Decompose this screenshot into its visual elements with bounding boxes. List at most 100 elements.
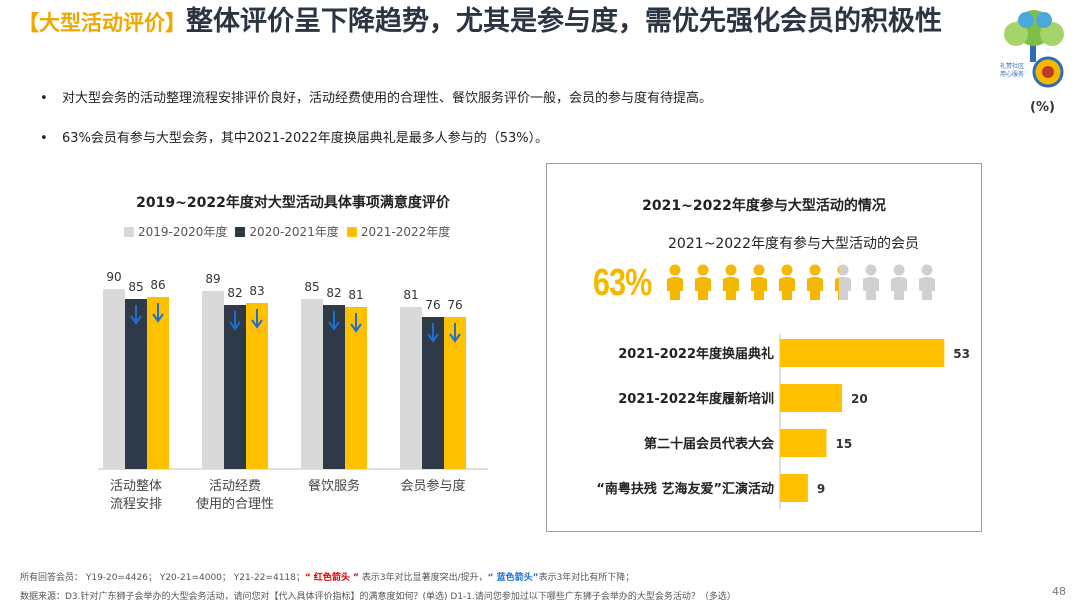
bar-value-label: 82 bbox=[227, 286, 242, 300]
down-arrow-icon bbox=[251, 309, 263, 329]
category-label: 2021-2022年度履新培训 bbox=[618, 391, 774, 407]
bar bbox=[323, 305, 345, 469]
bar bbox=[125, 299, 147, 469]
page-title: 【大型活动评价】整体评价呈下降趋势，尤其是参与度，需优先强化会员的积极性 bbox=[18, 6, 988, 38]
horizontal-bar-chart-svg: 2021-2022年度换届典礼 53 2021-2022年度履新培训 20 第二十届会员… bbox=[596, 334, 970, 509]
satisfaction-chart: 2019~2022年度对大型活动具体事项满意度评价 2019-2020年度 20… bbox=[98, 186, 488, 516]
chart-legend: 2019-2020年度 2020-2021年度 2021-2022年度 bbox=[124, 223, 450, 240]
red-arrow-label: “ 红色箭头 ” bbox=[304, 573, 359, 583]
panel-subtitle: 2021~2022年度有参与大型活动的会员 bbox=[668, 236, 919, 252]
bar-value-label: 81 bbox=[403, 288, 418, 302]
person-icon bbox=[751, 264, 767, 300]
bullet-item: • 对大型会务的活动整理流程安排评价良好，活动经费使用的合理性、餐饮服务评价一般，… bbox=[40, 91, 713, 106]
person-icon bbox=[779, 264, 795, 300]
bar-value-label: 85 bbox=[304, 280, 319, 294]
footer-suffix: 表示3年对比有所下降； bbox=[538, 573, 635, 583]
down-arrow-icon bbox=[229, 311, 241, 331]
bar-value-label: 20 bbox=[851, 392, 868, 406]
person-icon bbox=[807, 264, 823, 300]
category-label: 活动整体 bbox=[110, 479, 162, 494]
down-arrow-icon bbox=[152, 303, 164, 323]
chart-title: 2019~2022年度对大型活动具体事项满意度评价 bbox=[136, 195, 450, 211]
bar-value-label: 76 bbox=[425, 298, 440, 312]
category-label: 流程安排 bbox=[110, 497, 162, 512]
category-label: “南粤扶残 艺海友爱”汇演活动 bbox=[596, 481, 774, 497]
bar bbox=[345, 307, 367, 469]
bar-value-label: 85 bbox=[128, 280, 143, 294]
category-label: 餐饮服务 bbox=[308, 478, 360, 494]
bar-value-label: 53 bbox=[953, 347, 970, 361]
person-icon bbox=[863, 264, 879, 300]
bar bbox=[422, 317, 444, 469]
participation-panel: 2021~2022年度参与大型活动的情况 2021~2022年度有参与大型活动的… bbox=[546, 163, 982, 532]
title-tag: 【大型活动评价】 bbox=[18, 11, 186, 35]
bar bbox=[780, 474, 808, 502]
legend-item: 2021-2022年度 bbox=[346, 223, 451, 240]
unit-label: (%) bbox=[1030, 100, 1055, 115]
category-label: 2021-2022年度换届典礼 bbox=[618, 346, 774, 362]
bullet-list: • 对大型会务的活动整理流程安排评价良好，活动经费使用的合理性、餐饮服务评价一般，… bbox=[40, 90, 712, 148]
legend-label: 2019-2020年度 bbox=[138, 225, 228, 239]
person-icon bbox=[919, 264, 935, 300]
category-label: 使用的合理性 bbox=[196, 496, 274, 512]
bullet-text: 63%会员有参与大型会务，其中2021-2022年度换届典礼是最多人参与的（53… bbox=[62, 131, 549, 146]
footer-sample: 所有回答会员： Y19-20=4426； Y20-21=4000； Y21-22… bbox=[20, 573, 305, 583]
legend-swatch bbox=[235, 226, 246, 237]
bar-value-label: 81 bbox=[348, 288, 363, 302]
page-number: 48 bbox=[1052, 585, 1066, 598]
person-icon bbox=[695, 264, 711, 300]
bar bbox=[147, 297, 169, 469]
category-label: 第二十届会员代表大会 bbox=[644, 436, 775, 452]
bar bbox=[103, 289, 125, 469]
legend-item: 2020-2021年度 bbox=[235, 223, 339, 240]
bar bbox=[202, 291, 224, 469]
down-arrow-icon bbox=[350, 313, 362, 333]
bar bbox=[780, 339, 945, 367]
bar bbox=[301, 299, 323, 469]
legend-swatch bbox=[346, 226, 357, 237]
bar bbox=[224, 305, 246, 469]
bar-value-label: 9 bbox=[817, 482, 825, 496]
footer-source: 数据来源：D3.针对广东狮子会举办的大型会务活动，请问您对【代入具体评价指标】的… bbox=[20, 592, 736, 602]
person-icon bbox=[891, 264, 907, 300]
svg-text:礼赞社区: 礼赞社区 bbox=[1000, 62, 1024, 70]
person-icon bbox=[835, 264, 851, 300]
bar-value-label: 83 bbox=[249, 284, 264, 298]
svg-text:用心服务: 用心服务 bbox=[1000, 70, 1024, 78]
bar bbox=[780, 429, 827, 457]
footer-mid: 表示3年对比显著度突出/提升， bbox=[358, 573, 488, 583]
bar bbox=[444, 317, 466, 469]
bar bbox=[400, 307, 422, 469]
bar-value-label: 82 bbox=[326, 286, 341, 300]
category-label: 活动经费 bbox=[209, 479, 261, 494]
tree-icon bbox=[1004, 10, 1064, 62]
panel-title: 2021~2022年度参与大型活动的情况 bbox=[642, 198, 886, 214]
bar-value-label: 15 bbox=[836, 437, 853, 451]
legend-swatch bbox=[124, 226, 134, 237]
down-arrow-icon bbox=[449, 323, 461, 343]
participation-percent: 63% bbox=[593, 262, 652, 304]
people-pictogram bbox=[667, 264, 935, 300]
bar-value-label: 89 bbox=[205, 272, 220, 286]
bar-value-label: 76 bbox=[447, 298, 462, 312]
lions-club-logo: 礼赞社区 用心服务 bbox=[998, 10, 1064, 88]
bar bbox=[246, 303, 268, 469]
title-main: 整体评价呈下降趋势，尤其是参与度，需优先强化会员的积极性 bbox=[186, 6, 942, 37]
person-icon bbox=[667, 264, 683, 300]
legend-label: 2021-2022年度 bbox=[360, 225, 451, 239]
legend-label: 2020-2021年度 bbox=[249, 225, 339, 239]
legend-item: 2019-2020年度 bbox=[124, 223, 227, 240]
bullet-item: • 63%会员有参与大型会务，其中2021-2022年度换届典礼是最多人参与的（5… bbox=[40, 131, 549, 146]
down-arrow-icon bbox=[427, 323, 439, 343]
footer-note: 所有回答会员： Y19-20=4426； Y20-21=4000； Y21-22… bbox=[20, 570, 634, 583]
person-icon bbox=[723, 264, 739, 300]
blue-arrow-label: “ 蓝色箭头” bbox=[487, 573, 539, 583]
bar-value-label: 90 bbox=[106, 270, 121, 284]
bar-value-label: 86 bbox=[150, 278, 165, 292]
bullet-text: 对大型会务的活动整理流程安排评价良好，活动经费使用的合理性、餐饮服务评价一般，会… bbox=[62, 91, 713, 106]
down-arrow-icon bbox=[328, 311, 340, 331]
down-arrow-icon bbox=[130, 305, 142, 325]
bar bbox=[780, 384, 842, 412]
category-label: 会员参与度 bbox=[400, 478, 465, 494]
